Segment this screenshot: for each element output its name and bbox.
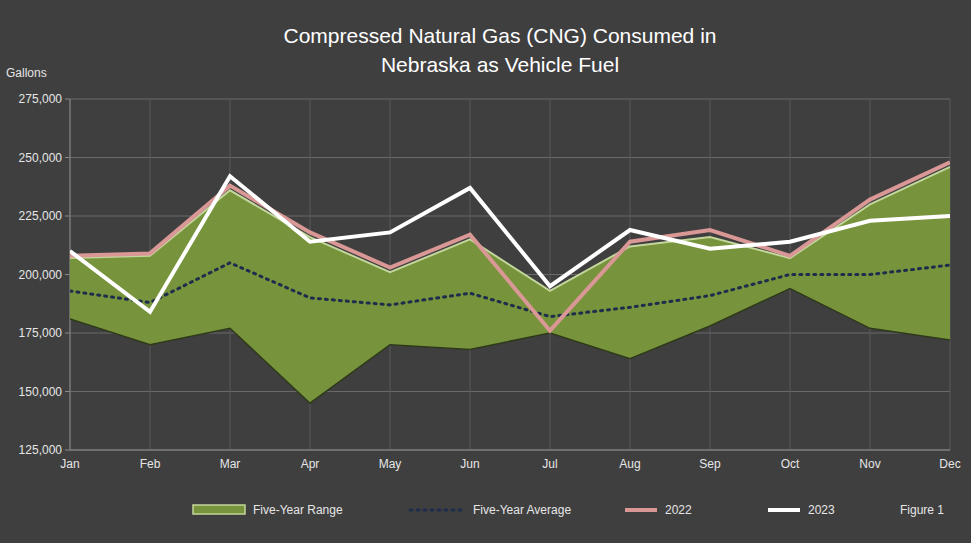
y-tick-label: 200,000	[19, 268, 63, 282]
legend-swatch	[410, 509, 465, 512]
x-tick-label: Apr	[301, 457, 320, 471]
grid-line	[70, 391, 950, 392]
x-tick-label: Jun	[460, 457, 479, 471]
page: {"chart_data": {"type": "line", "title":…	[0, 0, 971, 543]
grid-line	[70, 450, 950, 451]
legend-swatch	[193, 505, 245, 514]
grid-line	[70, 157, 950, 158]
x-tick-label: Mar	[220, 457, 241, 471]
y-tick-label: 250,000	[19, 151, 63, 165]
x-tick-label: Feb	[140, 457, 161, 471]
x-tick-label: Nov	[859, 457, 880, 471]
tick-mark	[65, 157, 70, 158]
x-axis	[70, 450, 950, 451]
series-line	[70, 263, 950, 317]
legend-label: 2022	[665, 503, 692, 517]
x-tick-label: Sep	[699, 457, 721, 471]
x-tick-label: Oct	[781, 457, 800, 471]
y-tick-label: 150,000	[19, 385, 63, 399]
chart: 125,000 150,000 175,000 200,000 225,000 250,0…	[0, 0, 971, 543]
series-line	[70, 162, 950, 331]
legend-label: Five-Year Range	[253, 503, 343, 517]
legend-label: 2023	[808, 503, 835, 517]
plot-series	[70, 162, 950, 403]
tick-mark	[65, 274, 70, 275]
x-tick-label: Jan	[60, 457, 79, 471]
tick-mark	[65, 216, 70, 217]
tick-mark	[65, 99, 70, 100]
x-tick-label: Aug	[619, 457, 640, 471]
y-tick-label: 275,000	[19, 92, 63, 106]
legend-label: Five-Year Average	[473, 503, 571, 517]
y-tick-label: 225,000	[19, 209, 63, 223]
grid-line	[70, 99, 950, 100]
series-line	[70, 176, 950, 312]
tick-mark	[65, 391, 70, 392]
legend-swatch	[625, 508, 657, 512]
y-axis-label: Gallons	[6, 66, 47, 80]
figure-note: Figure 1	[900, 503, 944, 517]
tick-mark	[65, 333, 70, 334]
y-tick-label: 125,000	[19, 443, 63, 457]
range-high-edge	[70, 167, 950, 291]
chart-title: Compressed Natural Gas (CNG) Consumed in…	[255, 21, 745, 79]
y-tick-label: 175,000	[19, 326, 63, 340]
x-tick-label: May	[379, 457, 402, 471]
x-tick-label: Jul	[542, 457, 557, 471]
tick-mark	[65, 450, 70, 451]
range-low-edge	[70, 289, 950, 404]
x-tick-label: Dec	[939, 457, 960, 471]
legend-swatch	[768, 508, 800, 512]
grid-line-x	[550, 99, 551, 450]
